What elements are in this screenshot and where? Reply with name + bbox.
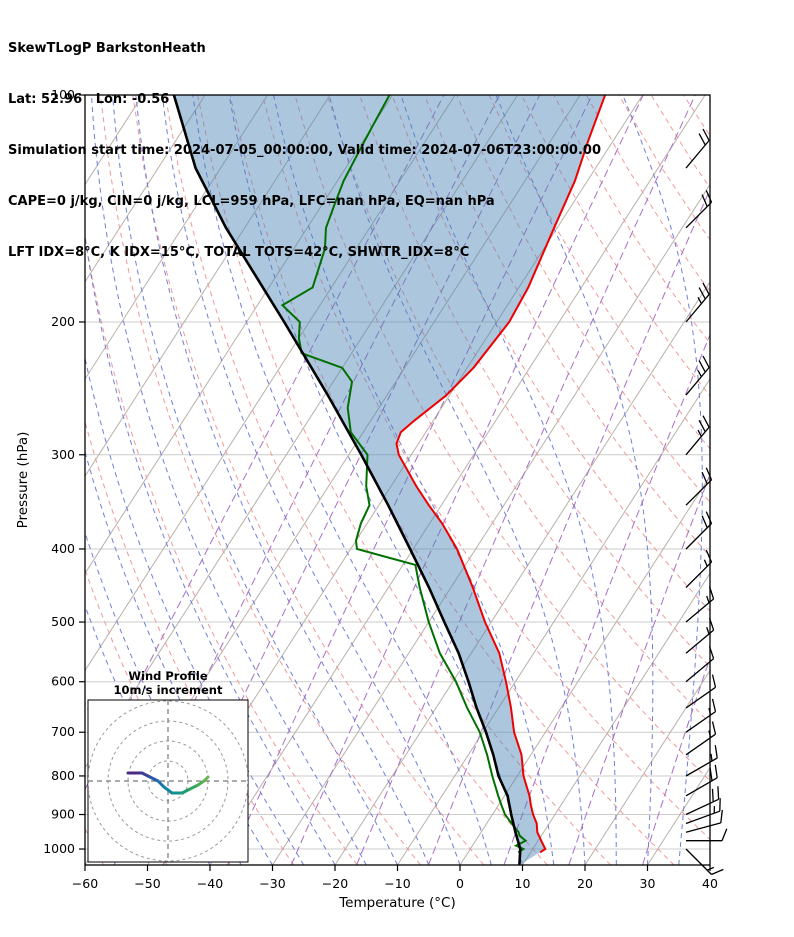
dry-adiabats [85, 95, 710, 865]
y-axis-label: Pressure (hPa) [15, 432, 31, 529]
chart-header: SkewTLogP BarkstonHeath Lat: 52.96 Lon: … [8, 6, 601, 295]
moist-adiabats [85, 95, 710, 865]
time-info: Simulation start time: 2024-07-05_00:00:… [8, 143, 601, 158]
station-coords: Lat: 52.96 Lon: -0.56 [8, 92, 170, 107]
y-tick-label: 600 [51, 674, 75, 689]
chart-title: SkewTLogP BarkstonHeath [8, 41, 206, 56]
y-tick-label: 700 [51, 724, 75, 739]
hodograph-subtitle: 10m/s increment [114, 683, 223, 697]
cape-cin-info: CAPE=0 j/kg, CIN=0 j/kg, LCL=959 hPa, LF… [8, 194, 495, 209]
y-tick-label: 1000 [43, 841, 75, 856]
x-axis-label: Temperature (°C) [338, 895, 456, 911]
wind-barbs [685, 128, 728, 876]
y-tick-label: 800 [51, 768, 75, 783]
stability-indices: LFT IDX=8°C, K IDX=15°C, TOTAL TOTS=42°C… [8, 245, 470, 260]
y-tick-label: 200 [51, 314, 75, 329]
y-tick-label: 100 [51, 87, 75, 102]
x-tick-label: 10 [515, 876, 531, 891]
y-tick-label: 300 [51, 447, 75, 462]
x-tick-label: −30 [259, 876, 285, 891]
profiles [172, 95, 607, 865]
x-tick-label: −40 [197, 876, 223, 891]
parcel-line [172, 95, 522, 865]
hodograph-trace [126, 771, 210, 795]
x-tick-label: 30 [640, 876, 656, 891]
x-tick-label: −60 [72, 876, 98, 891]
mixing-ratio-lines [85, 95, 710, 865]
cape-shading [173, 95, 606, 865]
y-tick-label: 900 [51, 807, 75, 822]
y-tick-label: 400 [51, 541, 75, 556]
x-tick-label: 40 [702, 876, 718, 891]
hodograph-title: Wind Profile [128, 669, 208, 683]
x-tick-label: 20 [577, 876, 593, 891]
x-tick-label: −50 [134, 876, 160, 891]
temperature-line [395, 95, 607, 854]
x-tick-label: −10 [384, 876, 410, 891]
dewpoint-line [280, 95, 528, 854]
x-tick-label: 0 [456, 876, 464, 891]
y-tick-label: 500 [51, 614, 75, 629]
x-tick-label: −20 [322, 876, 348, 891]
